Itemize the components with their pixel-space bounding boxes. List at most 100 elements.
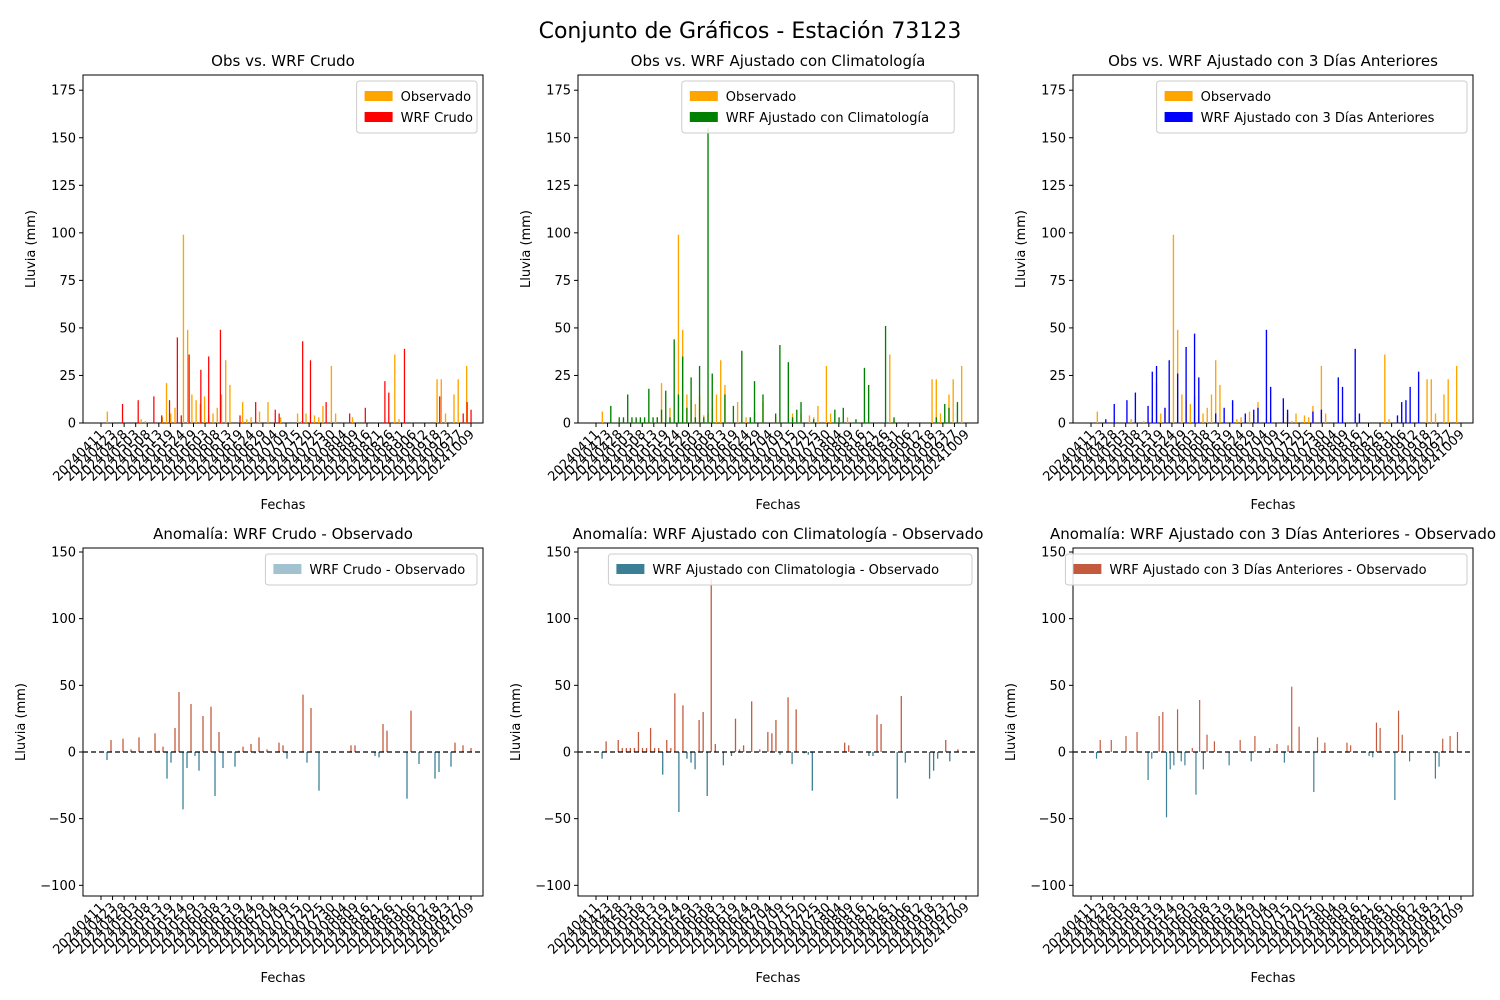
chart-panel-1: Obs vs. WRF Crudo 0 25 50 75 100 125 150 175 Lluv… xyxy=(24,52,484,513)
bar-observado xyxy=(1172,234,1175,423)
bar-anomaly xyxy=(1449,736,1451,752)
bar-wrf xyxy=(774,413,777,423)
figure-title: Conjunto de Gráficos - Estación 73123 xyxy=(539,19,962,44)
plot-frame xyxy=(1072,547,1474,897)
bar-observado xyxy=(829,413,832,423)
bar-anomaly xyxy=(795,709,797,752)
bar-anomaly xyxy=(949,752,951,762)
bar-anomaly xyxy=(1239,740,1241,752)
bar-anomaly xyxy=(694,752,696,770)
bar-wrf xyxy=(686,407,688,423)
bar-wrf xyxy=(1215,413,1217,423)
bar-anomaly xyxy=(1158,716,1160,752)
legend-swatch xyxy=(1164,91,1193,101)
y-tick-label: 100 xyxy=(546,612,571,627)
bar-wrf xyxy=(707,128,709,423)
legend-box xyxy=(1064,553,1468,586)
y-tick-label: 75 xyxy=(59,274,76,289)
y-tick-label: 25 xyxy=(1049,369,1066,384)
bar-anomaly xyxy=(418,752,420,764)
y-axis-label: Lluvia (mm) xyxy=(1014,210,1029,288)
legend-label: WRF Ajustado con 3 Días Anteriores xyxy=(1201,111,1435,126)
bar-anomaly xyxy=(1110,740,1112,752)
bar-anomaly xyxy=(722,752,725,766)
bar-anomaly xyxy=(653,748,656,752)
bar-anomaly xyxy=(678,752,680,812)
bar-anomaly xyxy=(682,705,684,752)
bar-wrf xyxy=(1358,413,1361,423)
bar-wrf xyxy=(137,400,139,423)
bar-wrf xyxy=(749,417,751,423)
bar-observado xyxy=(1096,411,1099,423)
bar-observado xyxy=(715,394,718,423)
bar-anomaly xyxy=(601,752,603,759)
bar-wrf xyxy=(1257,407,1259,423)
bar-wrf xyxy=(1113,403,1115,423)
y-tick-label: 50 xyxy=(1049,679,1066,694)
x-axis-label: Fechas xyxy=(261,971,306,986)
bar-wrf xyxy=(944,403,946,423)
bar-anomaly xyxy=(1184,752,1186,766)
x-axis-label: Fechas xyxy=(1251,971,1296,986)
bar-observado xyxy=(745,417,747,423)
bar-anomaly xyxy=(1409,752,1411,762)
bar-anomaly xyxy=(138,737,140,752)
bar-anomaly xyxy=(166,752,168,779)
bar-observado xyxy=(825,365,828,423)
y-tick-label: 75 xyxy=(554,274,571,289)
bar-anomaly xyxy=(222,752,224,768)
bar-anomaly xyxy=(1125,736,1127,752)
bars-group xyxy=(106,234,472,423)
bar-anomaly xyxy=(190,704,192,752)
legend: Observado WRF Ajustado con 3 Días Anterio… xyxy=(1156,80,1468,134)
bar-anomaly xyxy=(686,752,688,759)
bar-observado xyxy=(1426,379,1428,423)
bar-wrf xyxy=(208,356,210,423)
bar-anomaly xyxy=(848,745,850,752)
bar-wrf xyxy=(1151,371,1153,423)
bar-wrf xyxy=(1269,386,1272,423)
bar-wrf xyxy=(867,384,870,423)
y-tick-label: 50 xyxy=(554,679,571,694)
bar-wrf xyxy=(1168,360,1170,423)
bar-anomaly xyxy=(1169,752,1171,770)
bar-wrf xyxy=(627,394,629,423)
bar-anomaly xyxy=(702,712,704,752)
y-tick-label: 0 xyxy=(1058,746,1066,761)
bar-wrf xyxy=(698,365,701,423)
bar-anomaly xyxy=(1401,734,1403,752)
bar-observado xyxy=(720,360,722,423)
bar-observado xyxy=(394,354,396,423)
bar-anomaly xyxy=(1276,744,1278,752)
bar-anomaly xyxy=(470,748,472,752)
bar-anomaly xyxy=(734,718,737,752)
bar-wrf xyxy=(1312,411,1314,423)
bar-observado xyxy=(694,403,697,423)
bar-anomaly xyxy=(706,752,708,796)
bar-wrf xyxy=(652,417,654,423)
bar-anomaly xyxy=(844,742,846,752)
bar-wrf xyxy=(219,329,222,423)
bar-wrf xyxy=(1223,407,1225,423)
bar-wrf xyxy=(863,367,866,423)
bar-observado xyxy=(1443,394,1445,423)
bar-observado xyxy=(846,417,849,423)
y-tick-label: 150 xyxy=(51,546,76,561)
bar-wrf xyxy=(466,402,468,423)
y-tick-label: 125 xyxy=(51,179,76,194)
bar-anomaly xyxy=(625,748,627,752)
bar-anomaly xyxy=(1213,741,1215,752)
bar-wrf xyxy=(1244,413,1246,423)
bar-anomaly xyxy=(807,752,809,755)
bar-anomaly xyxy=(714,744,716,752)
bar-anomaly xyxy=(186,752,188,768)
bar-wrf xyxy=(660,409,663,423)
bar-anomaly xyxy=(1176,709,1179,752)
bar-anomaly xyxy=(1346,742,1348,752)
bar-anomaly xyxy=(386,730,388,752)
legend-label: WRF Crudo xyxy=(401,111,473,126)
bar-wrf xyxy=(762,394,764,423)
legend-box xyxy=(1156,80,1468,134)
y-tick-label: −50 xyxy=(1039,812,1066,827)
bar-wrf xyxy=(161,415,163,423)
